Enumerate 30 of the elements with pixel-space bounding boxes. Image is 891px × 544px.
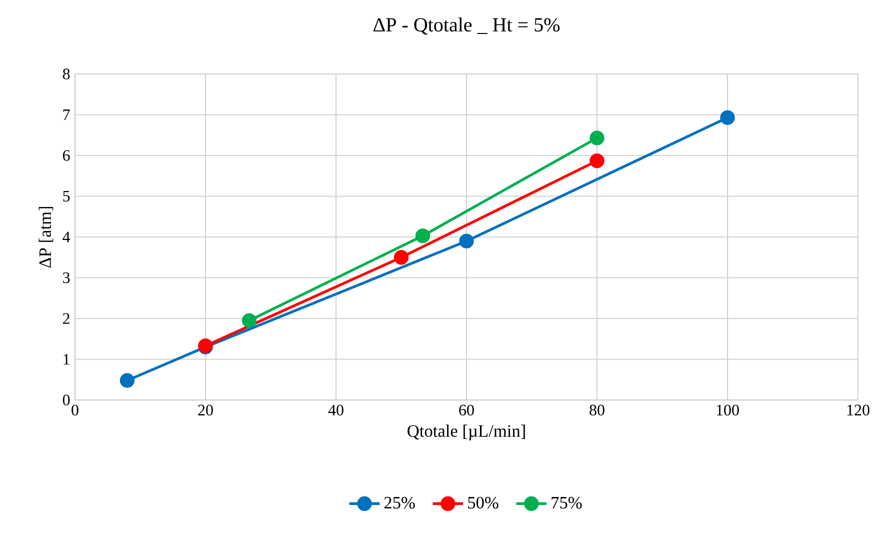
y-tick-label: 4: [62, 232, 70, 242]
y-tick-label: 0: [62, 394, 70, 406]
legend-label: 50%: [468, 496, 498, 509]
point: [242, 313, 257, 328]
chart-title: ΔP - Qtotale _ Ht = 5%: [374, 18, 560, 35]
y-tick-label: 6: [62, 150, 70, 161]
x-tick-label: 60: [459, 404, 474, 416]
x-tick-label: 40: [328, 404, 344, 416]
x-axis-title: Qtotale [µL/min]: [408, 424, 525, 440]
y-tick-label: 2: [63, 313, 70, 324]
x-tick-label: 80: [590, 404, 604, 416]
x-tick-label: 20: [198, 404, 213, 416]
point: [415, 228, 430, 244]
x-tick-label: 0: [72, 404, 78, 416]
x-tick-label: 120: [847, 404, 870, 416]
point: [459, 234, 474, 248]
y-tick-label: 1: [64, 354, 70, 365]
point: [720, 110, 735, 125]
point: [394, 250, 409, 265]
y-tick-label: 3: [63, 272, 70, 284]
point: [590, 153, 604, 168]
point: [120, 373, 135, 388]
legend-label: 75%: [552, 496, 582, 509]
y-axis-title: ΔP [atm]: [38, 206, 54, 268]
y-tick-label: 5: [63, 190, 70, 202]
x-tick-label: 100: [716, 404, 739, 416]
point: [590, 130, 604, 146]
y-tick-label: 8: [62, 68, 70, 80]
y-tick-label: 7: [63, 110, 70, 120]
legend-label: 25%: [384, 496, 415, 509]
